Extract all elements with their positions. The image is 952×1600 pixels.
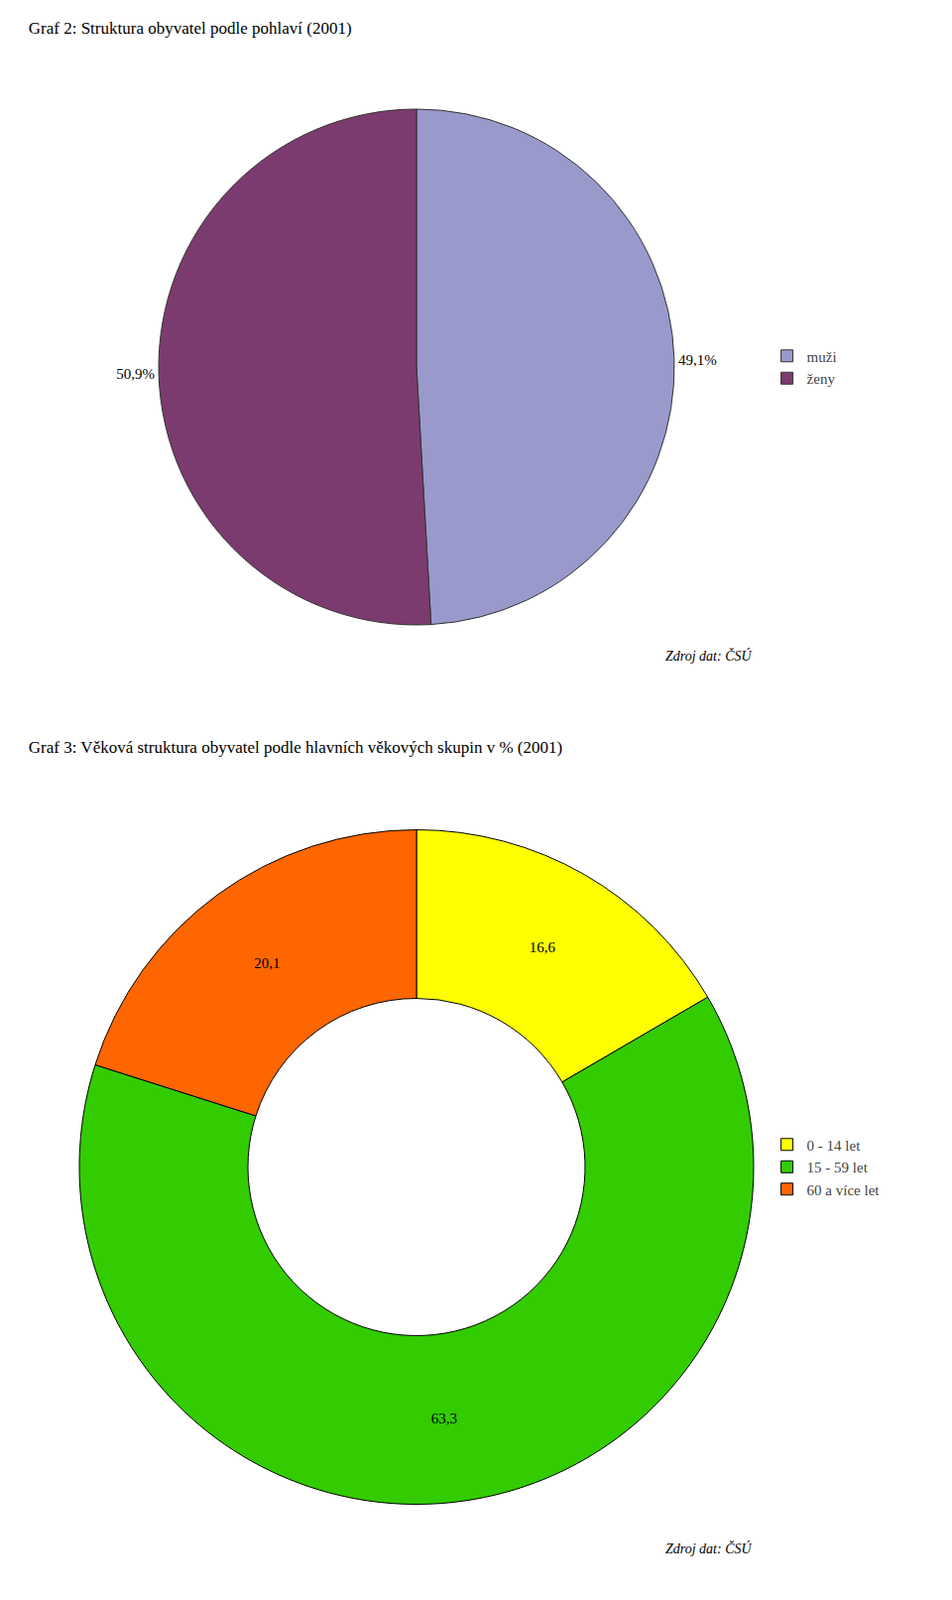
svg-text:ženy: ženy — [807, 370, 836, 387]
svg-text:Graf 2: Struktura obyvatel pod: Graf 2: Struktura obyvatel podle pohlaví… — [28, 18, 353, 38]
svg-text:15 - 59 let: 15 - 59 let — [807, 1159, 869, 1176]
svg-text:20,1: 20,1 — [253, 954, 280, 971]
svg-text:50,9%: 50,9% — [116, 365, 155, 382]
svg-text:0 - 14 let: 0 - 14 let — [807, 1137, 862, 1154]
svg-text:muži: muži — [807, 349, 837, 365]
svg-text:60 a více let: 60 a více let — [807, 1182, 881, 1198]
svg-text:Graf 3: Věková struktura obyva: Graf 3: Věková struktura obyvatel podle … — [28, 737, 563, 757]
svg-text:49,1%: 49,1% — [678, 352, 717, 368]
svg-text:Zdroj dat: ČSÚ: Zdroj dat: ČSÚ — [665, 1540, 752, 1556]
svg-text:63,3: 63,3 — [431, 1410, 458, 1427]
svg-text:16,6: 16,6 — [529, 939, 557, 955]
svg-text:Zdroj dat: ČSÚ: Zdroj dat: ČSÚ — [665, 647, 752, 664]
